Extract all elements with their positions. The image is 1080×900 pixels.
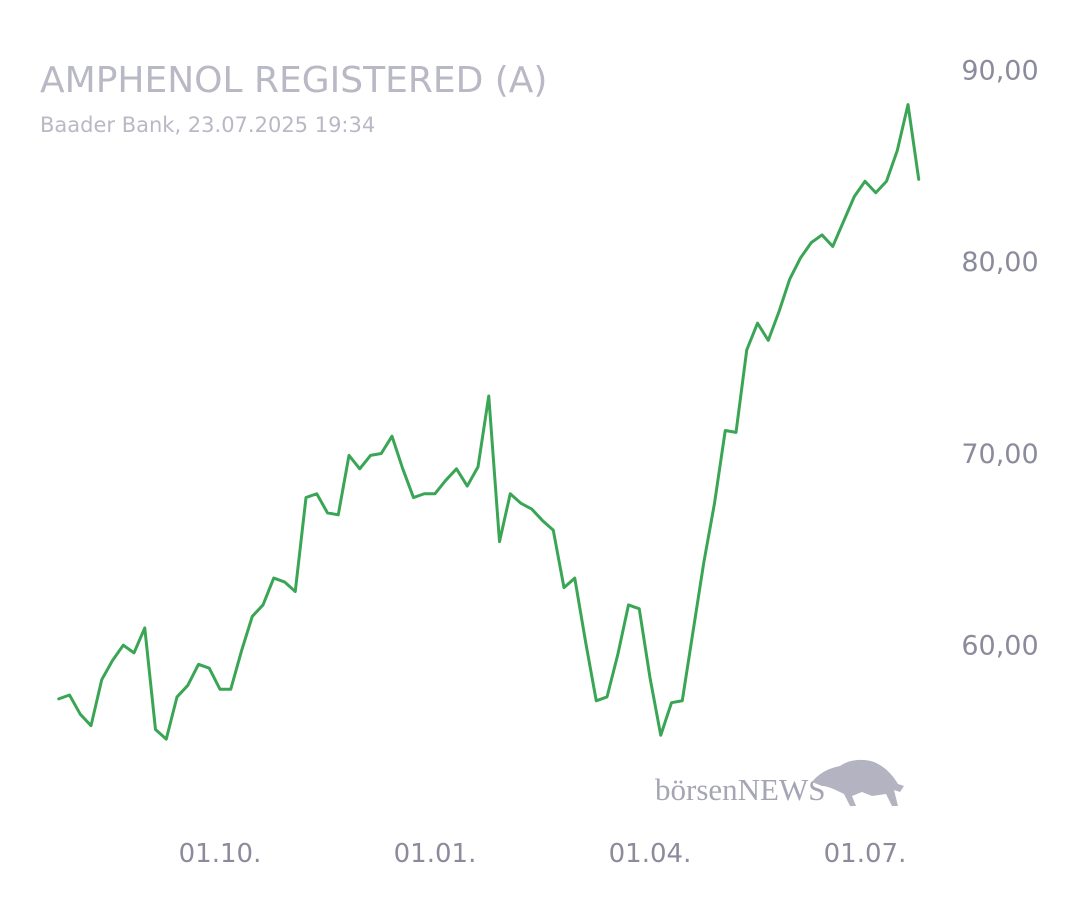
price-line <box>57 103 921 741</box>
y-tick-label: 70,00 <box>961 439 1038 470</box>
bull-icon <box>812 759 904 806</box>
chart-title: AMPHENOL REGISTERED (A) <box>40 60 547 101</box>
x-tick-label: 01.10. <box>179 839 262 869</box>
x-tick-label: 01.07. <box>824 839 907 869</box>
y-tick-label: 90,00 <box>961 56 1038 87</box>
y-tick-label: 60,00 <box>961 631 1038 662</box>
x-tick-label: 01.04. <box>609 839 692 869</box>
x-tick-label: 01.01. <box>394 839 477 869</box>
y-tick-label: 80,00 <box>961 247 1038 278</box>
chart-subtitle: Baader Bank, 23.07.2025 19:34 <box>40 113 375 137</box>
watermark-text: börsenNEWS <box>655 772 825 807</box>
watermark-logo: börsenNEWS <box>655 759 904 807</box>
